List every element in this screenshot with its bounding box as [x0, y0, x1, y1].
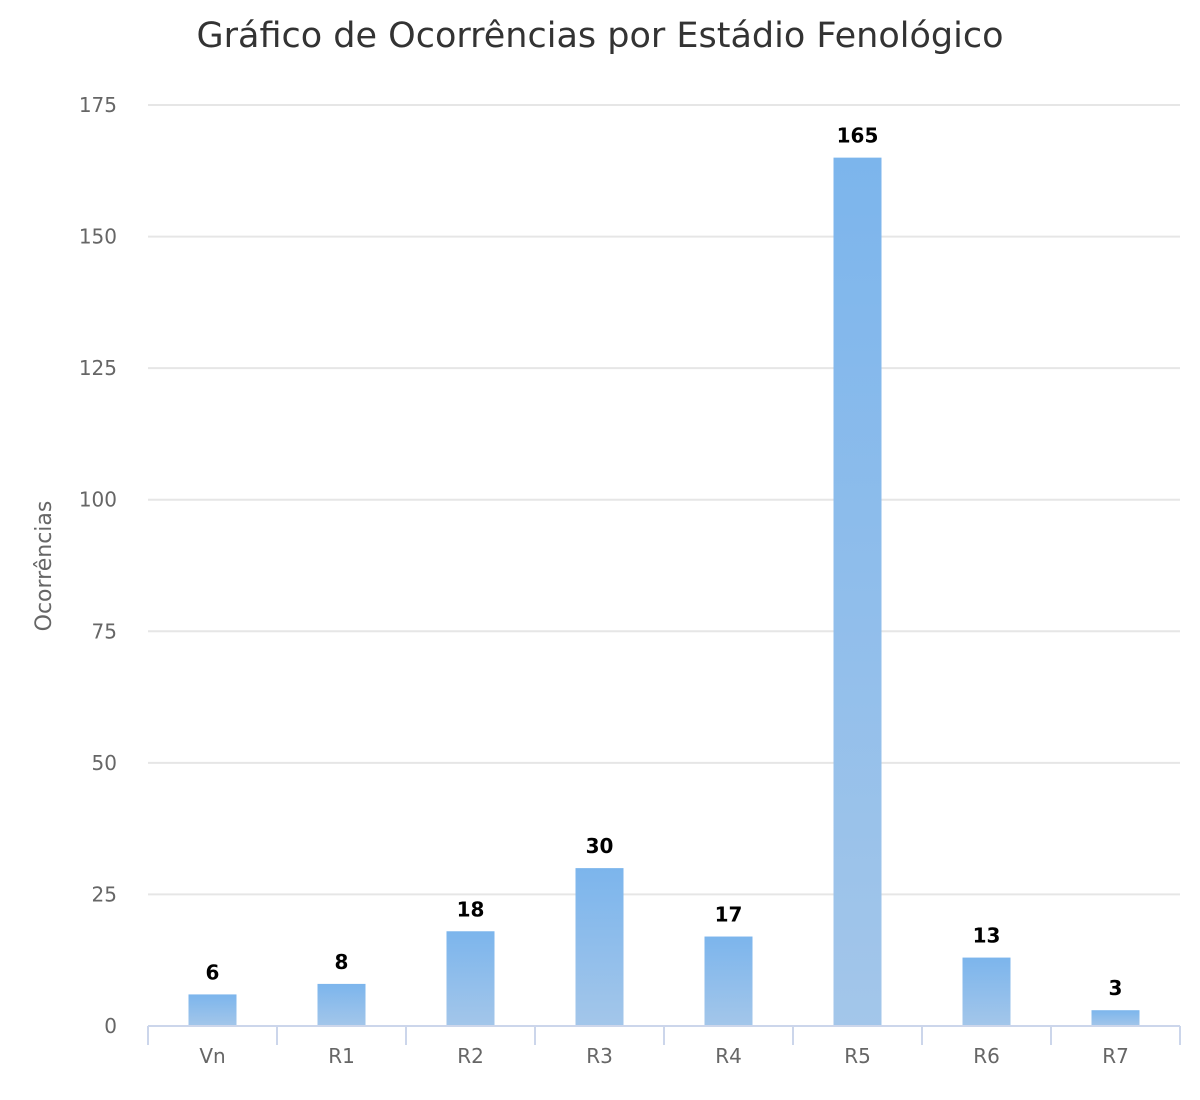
bar — [833, 157, 882, 1027]
x-tick-label: R4 — [715, 1044, 742, 1068]
bar — [575, 868, 624, 1026]
x-tick-label: R2 — [457, 1044, 484, 1068]
y-tick-label: 50 — [92, 751, 117, 775]
y-tick-label: 100 — [79, 488, 117, 512]
chart-title: Gráfico de Ocorrências por Estádio Fenol… — [197, 16, 1004, 56]
bar — [446, 931, 495, 1026]
y-tick-label: 175 — [79, 93, 117, 117]
data-label: 17 — [715, 903, 743, 927]
y-axis-label: Ocorrências — [32, 501, 57, 632]
data-label: 18 — [457, 897, 485, 921]
x-tick-label: R6 — [973, 1044, 1000, 1068]
y-axis-ticks: 0 25 50 75 100 125 150 175 — [79, 93, 117, 1038]
x-tick-label: R1 — [328, 1044, 355, 1068]
data-label: 6 — [206, 960, 220, 984]
y-tick-label: 75 — [92, 619, 117, 643]
x-axis — [147, 1025, 1181, 1045]
bar — [188, 994, 237, 1026]
bar — [1091, 1010, 1140, 1026]
x-tick-label: R3 — [586, 1044, 613, 1068]
x-tick-label: R7 — [1102, 1044, 1129, 1068]
bar-series — [188, 157, 1140, 1027]
data-label: 8 — [335, 950, 349, 974]
bar — [962, 957, 1011, 1026]
bar — [317, 983, 366, 1026]
data-label: 13 — [973, 924, 1001, 948]
y-tick-label: 150 — [79, 225, 117, 249]
data-label: 3 — [1109, 976, 1123, 1000]
grid-lines — [148, 104, 1180, 896]
data-label: 30 — [586, 834, 614, 858]
y-tick-label: 125 — [79, 356, 117, 380]
x-axis-ticks: Vn R1 R2 R3 R4 R5 R6 R7 — [199, 1044, 1128, 1068]
bar — [704, 936, 753, 1026]
x-tick-label: Vn — [199, 1044, 225, 1068]
y-tick-label: 0 — [104, 1014, 117, 1038]
y-tick-label: 25 — [92, 882, 117, 906]
data-label: 165 — [837, 124, 879, 148]
data-labels: 6 8 18 30 17 165 13 3 — [206, 124, 1123, 1001]
x-tick-label: R5 — [844, 1044, 871, 1068]
